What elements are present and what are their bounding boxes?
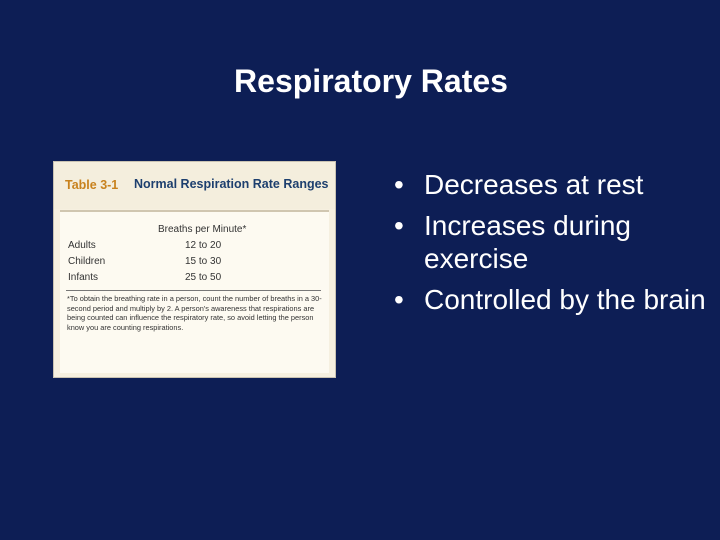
bullet-dot-icon: • [394,284,404,315]
slide-title: Respiratory Rates [234,63,508,99]
bullet-dot-icon: • [394,169,404,200]
row-range: 25 to 50 [185,272,222,283]
table-header: Table 3-1 Normal Respiration Rate Ranges [54,162,335,209]
row-category: Children [68,256,106,267]
bullet-list: • Decreases at rest • Increases during e… [394,168,714,324]
bullet-item: • Controlled by the brain [394,283,714,316]
row-range: 15 to 30 [185,256,222,267]
bullet-item: • Decreases at rest [394,168,714,201]
bullet-item: • Increases during exercise [394,209,714,275]
bullet-text: Decreases at rest [424,169,644,200]
table-divider [66,290,321,291]
bullet-text: Increases during exercise [424,210,632,274]
row-range: 12 to 20 [185,240,222,251]
table-row: Children 15 to 30 [68,256,318,270]
row-category: Adults [68,240,96,251]
table-column-header: Breaths per Minute* [158,224,247,235]
table-body: Breaths per Minute* Adults 12 to 20 Chil… [60,210,329,373]
respiration-rate-table: Table 3-1 Normal Respiration Rate Ranges… [53,161,336,378]
table-title: Normal Respiration Rate Ranges [134,177,329,191]
row-category: Infants [68,272,99,283]
table-row: Infants 25 to 50 [68,272,318,286]
table-row: Adults 12 to 20 [68,240,318,254]
table-footnote: *To obtain the breathing rate in a perso… [67,294,322,332]
bullet-dot-icon: • [394,210,404,241]
bullet-text: Controlled by the brain [424,284,706,315]
table-label: Table 3-1 [65,178,119,192]
